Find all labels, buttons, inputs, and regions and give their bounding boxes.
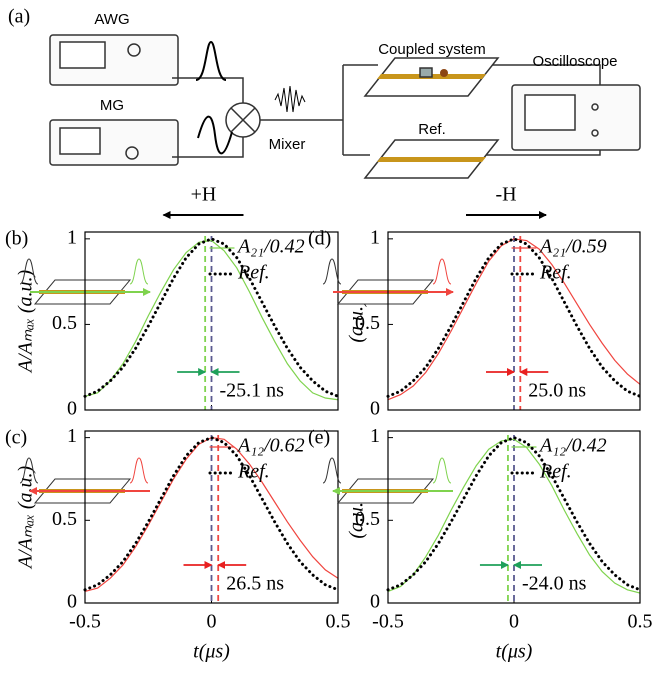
x-tick-label: 0.5 [326,611,351,633]
shift-label: -24.0 ns [522,573,587,595]
shift-label: -25.1 ns [220,380,285,402]
figure: (a) AWG MG Mixer Coupled system Ref. Osc… [0,0,665,681]
ref-label: Ref. [418,121,446,138]
mixer-label: Mixer [269,136,306,153]
legend-label: Ref. [237,262,270,284]
awg-label: AWG [94,11,129,28]
scope-label: Oscilloscope [532,53,617,70]
legend-label: Ref. [539,461,572,483]
y-tick-label: 1 [370,226,380,248]
panel-label: (a) [8,6,30,28]
x-axis-label: t(μs) [496,641,533,663]
x-axis-label: t(μs) [193,641,230,663]
scope-screen [525,95,575,130]
legend-label: A₂₁/0.59 [538,236,607,258]
y-tick-label: 1 [370,425,380,447]
awg-screen [60,42,105,68]
legend-label: A₂₁/0.42 [236,236,305,258]
gauss-pulse [196,42,226,80]
shift-label: 25.0 ns [528,380,586,402]
y-tick-label: 0.5 [355,508,380,530]
y-tick-label: 1 [67,226,77,248]
y-tick-label: 0 [67,591,77,613]
panel-label: (b) [5,228,28,250]
legend-label: Ref. [539,262,572,284]
yig [420,68,432,77]
field-label: -H [495,184,516,206]
wave-packet [275,86,305,112]
y-tick-label: 1 [67,425,77,447]
shift-label: 26.5 ns [226,573,284,595]
ref-strip [377,157,486,162]
y-tick-label: 0.5 [52,508,77,530]
y-tick-label: 0 [370,398,380,420]
y-tick-label: 0.5 [52,312,77,334]
y-axis-label: A/Aₘₐₓ (a.u.) [15,466,37,571]
panel-label: (e) [308,427,330,449]
coupled-label: Coupled system [378,41,486,58]
x-tick-label: 0.5 [628,611,653,633]
mg-screen [60,128,100,154]
field-label: +H [191,184,217,206]
y-axis-label: A/Aₘₐₓ (a.u.) [15,270,37,375]
inset-pulse [433,259,451,284]
y-tick-label: 0 [370,591,380,613]
x-tick-label: -0.5 [372,611,404,633]
legend-label: A₁₂/0.62 [236,435,305,457]
panel-label: (c) [5,427,27,449]
mg-label: MG [100,97,124,114]
panel-label: (d) [308,228,331,250]
legend-label: A₁₂/0.42 [538,435,607,457]
y-tick-label: 0.5 [355,312,380,334]
inset-pulse [433,458,451,483]
legend-label: Ref. [237,461,270,483]
x-tick-label: -0.5 [69,611,101,633]
x-tick-label: 0 [509,611,519,633]
x-tick-label: 0 [207,611,217,633]
y-tick-label: 0 [67,398,77,420]
inset-pulse [130,259,148,284]
sphere [440,69,448,77]
inset-pulse [130,458,148,483]
